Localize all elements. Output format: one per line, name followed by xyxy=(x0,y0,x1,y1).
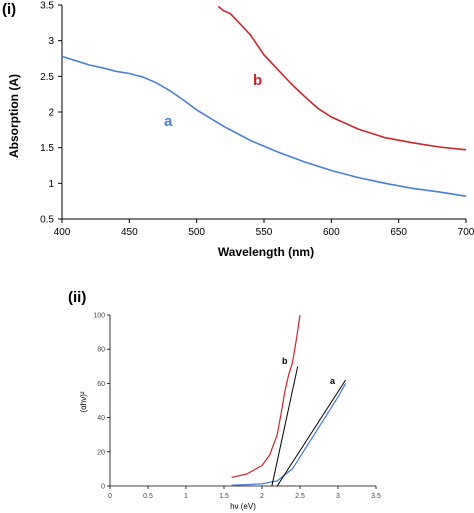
chart-1-y-tick-label: 0 xyxy=(101,483,105,490)
chart-1-y-tick-label: 60 xyxy=(97,381,105,388)
chart-0-x-tick-label: 550 xyxy=(256,227,273,238)
chart-1-x-tick-label: 2 xyxy=(260,493,264,500)
chart-1-tangent-line-b xyxy=(271,366,299,487)
chart-ii-y-axis-label: (αhν)² xyxy=(79,391,88,412)
chart-1-x-tick-label: 1 xyxy=(184,493,188,500)
series-label-a: a xyxy=(164,113,173,130)
chart-0-y-tick-label: 2.5 xyxy=(40,72,54,83)
chart-ii-x-axis-label: hν (eV) xyxy=(230,502,256,511)
chart-0-y-tick-label: 2 xyxy=(48,108,54,119)
chart-0-y-tick-label: 1 xyxy=(48,179,54,190)
chart-0-series-a-line xyxy=(61,55,467,197)
chart-0-x-tick-label: 400 xyxy=(54,227,71,238)
chart-1-y-tick-label: 20 xyxy=(97,449,105,456)
panel-label-ii: (ii) xyxy=(68,289,86,306)
chart-0-y-tick-label: 3 xyxy=(48,36,54,47)
chart-1-series-a-line xyxy=(231,383,347,486)
chart-0-x-tick-label: 500 xyxy=(188,227,205,238)
chart-0-x-tick-label: 700 xyxy=(458,227,474,238)
chart-0-y-tick-label: 3.5 xyxy=(40,1,54,12)
chart-0-series-b-line xyxy=(217,5,467,151)
chart-i-x-axis-label: Wavelength (nm) xyxy=(218,245,314,259)
chart-1-x-tick-label: 2.5 xyxy=(295,493,305,500)
series-label-b: b xyxy=(253,72,262,89)
chart-1-x-tick-label: 0 xyxy=(108,493,112,500)
chart-1-y-tick-label: 40 xyxy=(97,415,105,422)
chart-i-y-axis-label: Absorption (A) xyxy=(7,74,21,158)
chart-0-x-tick-label: 650 xyxy=(390,227,407,238)
chart-1-series-b-line xyxy=(231,314,301,478)
chart-0-x-tick-label: 450 xyxy=(121,227,138,238)
series-label-b-ii: b xyxy=(282,356,288,366)
chart-ii-plot-area: 0 0.5 1 1.5 2 2.5 3 3.5 0 20 40 60 80 100 xyxy=(93,312,381,500)
series-label-a-ii: a xyxy=(330,376,336,386)
chart-1-x-tick-label: 3 xyxy=(336,493,340,500)
chart-0-x-tick-label: 600 xyxy=(323,227,340,238)
chart-panel-i: (i) 400 450 500 550 600 650 700 0.5 1 1.5 2 2.5 3 3.5… xyxy=(2,1,474,260)
panel-label-i: (i) xyxy=(2,1,16,18)
chart-panel-ii: (ii) 0 0.5 1 1.5 2 2.5 3 3.5 0 20 40 60 80 100 hν (eV… xyxy=(68,289,381,511)
chart-i-plot-area: 400 450 500 550 600 650 700 0.5 1 1.5 2 2.5 3 3.5 xyxy=(40,1,474,239)
chart-1-tangent-line-a xyxy=(276,379,347,487)
chart-1-x-tick-label: 3.5 xyxy=(371,493,381,500)
chart-1-y-tick-label: 80 xyxy=(97,347,105,354)
chart-0-y-tick-label: 0.5 xyxy=(40,215,54,226)
chart-0-y-tick-label: 1.5 xyxy=(40,143,54,154)
chart-1-x-tick-label: 0.5 xyxy=(143,493,153,500)
chart-1-x-tick-label: 1.5 xyxy=(219,493,229,500)
chart-1-y-tick-label: 100 xyxy=(93,312,105,319)
